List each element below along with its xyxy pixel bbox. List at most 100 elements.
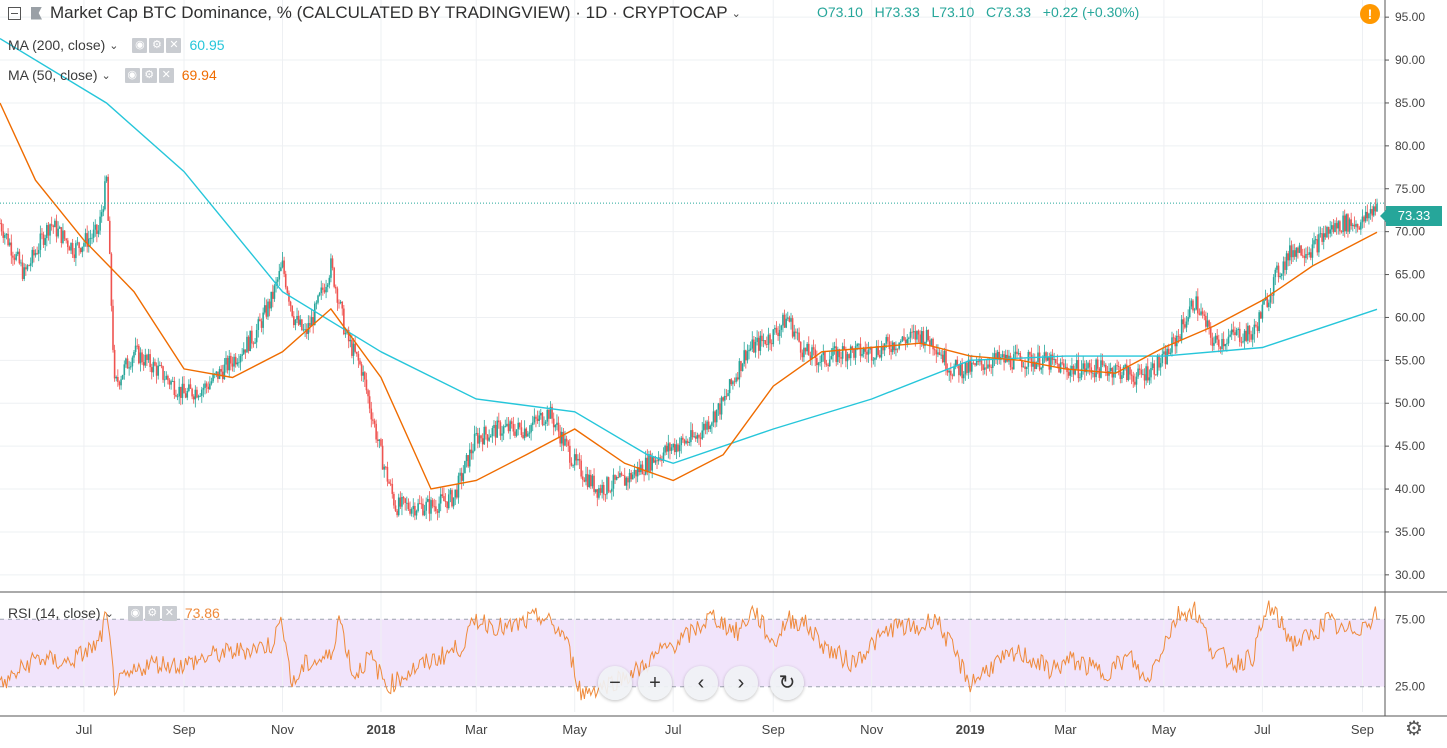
- reset-icon[interactable]: ↻: [770, 666, 804, 700]
- chevron-down-icon[interactable]: ⌄: [731, 7, 741, 20]
- candle-body: [1121, 375, 1123, 379]
- candle-body: [75, 243, 77, 259]
- candle-body: [685, 440, 687, 444]
- candle-body: [228, 355, 231, 371]
- close-icon[interactable]: ✕: [158, 67, 174, 83]
- candle-body: [933, 349, 936, 351]
- collapse-icon[interactable]: [8, 6, 21, 20]
- price-tick-label: 60.00: [1395, 310, 1425, 324]
- candle-body: [494, 424, 497, 438]
- gear-icon[interactable]: ⚙: [141, 67, 157, 83]
- legend-ma200[interactable]: MA (200, close) ⌄ ◉ ⚙ ✕ 60.95: [8, 34, 225, 56]
- flag-icon[interactable]: [31, 6, 42, 20]
- gear-icon[interactable]: ⚙: [1405, 718, 1423, 740]
- price-tick-label: 45.00: [1395, 439, 1425, 453]
- minus-icon[interactable]: −: [598, 666, 632, 700]
- chevron-right-icon[interactable]: ›: [724, 666, 758, 700]
- candle-body: [1256, 326, 1259, 332]
- candle-body: [543, 423, 545, 425]
- candle-body: [1185, 321, 1188, 328]
- candle-body: [638, 467, 641, 473]
- candle-body: [1046, 356, 1049, 361]
- candle-body: [1234, 332, 1236, 336]
- eye-icon[interactable]: ◉: [132, 37, 148, 53]
- candle-body: [309, 322, 311, 327]
- candle-body: [1368, 213, 1370, 219]
- candle-body: [607, 477, 610, 492]
- candle-body: [131, 357, 134, 367]
- candle-body: [1132, 375, 1135, 382]
- candle-body: [1197, 296, 1199, 314]
- time-tick-label: May: [1152, 722, 1177, 737]
- candle-body: [846, 354, 849, 362]
- candle-body: [454, 489, 457, 498]
- candle-body: [604, 494, 607, 496]
- candle-body: [96, 224, 98, 234]
- candle-body: [1169, 352, 1172, 354]
- candle-body: [165, 375, 168, 380]
- candle-body: [930, 338, 933, 346]
- candle-body: [664, 445, 666, 453]
- candle-body: [462, 473, 465, 481]
- candle-body: [796, 332, 799, 334]
- candle-body: [602, 484, 605, 495]
- chevron-left-icon[interactable]: ‹: [684, 666, 718, 700]
- candle-body: [278, 271, 281, 280]
- candle-body: [827, 364, 829, 367]
- ohlc-readout: O73.10 H73.33 L73.10 C73.33 +0.22 (+0.30…: [817, 4, 1139, 20]
- candle-body: [1176, 335, 1178, 347]
- warning-icon[interactable]: !: [1360, 4, 1380, 24]
- candle-body: [778, 329, 781, 337]
- candle-body: [606, 477, 608, 495]
- candle-body: [226, 357, 229, 371]
- candle-body: [186, 390, 189, 398]
- candle-body: [1347, 214, 1349, 232]
- candle-body: [438, 503, 440, 513]
- candle-body: [470, 449, 473, 454]
- candle-body: [640, 464, 642, 473]
- candle-body: [878, 354, 881, 358]
- candle-body: [998, 351, 1001, 360]
- legend-ma50[interactable]: MA (50, close) ⌄ ◉ ⚙ ✕ 69.94: [8, 64, 217, 86]
- candle-body: [588, 474, 591, 488]
- candle-body: [339, 301, 342, 303]
- chart-title-row[interactable]: Market Cap BTC Dominance, % (CALCULATED …: [8, 3, 741, 23]
- close-icon[interactable]: ✕: [161, 605, 177, 621]
- candle-body: [1014, 351, 1017, 355]
- candle-body: [449, 490, 452, 495]
- candle-body: [150, 367, 153, 373]
- legend-ma50-label: MA (50, close): [8, 67, 98, 83]
- candle-body: [906, 338, 909, 344]
- candle-body: [903, 336, 905, 340]
- candle-body: [246, 336, 248, 353]
- candle-body: [1150, 368, 1152, 378]
- candle-body: [63, 230, 66, 239]
- chevron-down-icon[interactable]: ⌄: [109, 39, 119, 52]
- chevron-down-icon[interactable]: ⌄: [104, 607, 114, 620]
- plus-icon[interactable]: +: [638, 666, 672, 700]
- candle-body: [612, 474, 615, 489]
- close-icon[interactable]: ✕: [166, 37, 182, 53]
- candle-body: [599, 488, 602, 493]
- candle-body: [407, 502, 410, 510]
- candle-body: [1064, 366, 1067, 368]
- price-tick-label: 70.00: [1395, 225, 1425, 239]
- candle-body: [5, 233, 8, 236]
- gear-icon[interactable]: ⚙: [149, 37, 165, 53]
- candle-body: [409, 509, 411, 514]
- candle-body: [305, 329, 308, 334]
- eye-icon[interactable]: ◉: [124, 67, 140, 83]
- chevron-down-icon[interactable]: ⌄: [101, 69, 111, 82]
- candle-body: [1334, 223, 1336, 232]
- candle-body: [225, 357, 227, 365]
- gear-icon[interactable]: ⚙: [144, 605, 160, 621]
- eye-icon[interactable]: ◉: [127, 605, 143, 621]
- candle-body: [1108, 371, 1110, 376]
- candle-body: [538, 415, 540, 422]
- candle-body: [678, 445, 681, 452]
- legend-rsi[interactable]: RSI (14, close) ⌄ ◉ ⚙ ✕ 73.86: [8, 602, 220, 624]
- candle-body: [843, 346, 846, 350]
- candle-body: [79, 248, 82, 253]
- candle-body: [1308, 252, 1310, 255]
